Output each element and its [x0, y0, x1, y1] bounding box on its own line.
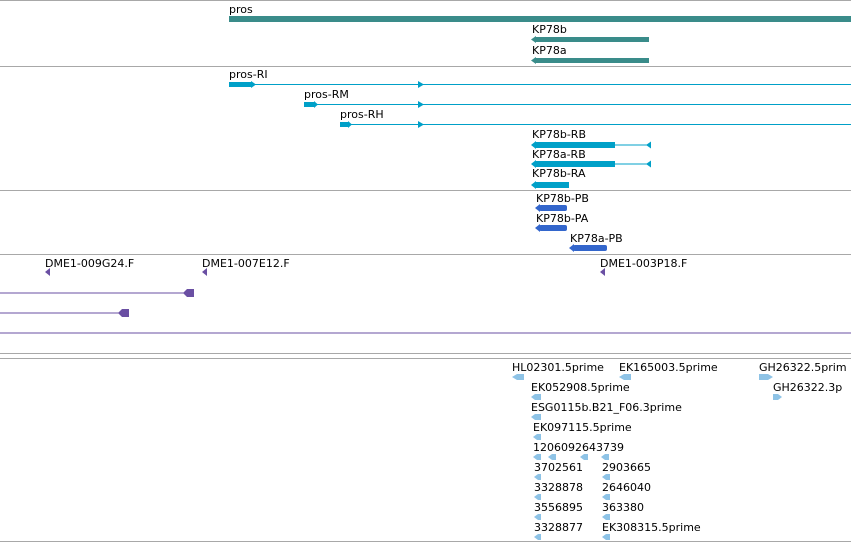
est-marker-e4[interactable]: [531, 394, 541, 400]
gene-label-kp78b: KP78b: [532, 23, 567, 36]
transcript-label-pros-ri: pros-RI: [229, 68, 268, 81]
transcript-label-pros-rm: pros-RM: [304, 88, 349, 101]
gene-kp78a-glyph[interactable]: [531, 57, 649, 64]
transcript-kp78b-ra-glyph[interactable]: [531, 181, 569, 189]
est-label-e15: 3328877: [534, 521, 583, 534]
track-separator: [0, 353, 851, 354]
clone-marker-1[interactable]: [45, 268, 50, 276]
protein-label-kp78b-pb: KP78b-PB: [536, 192, 589, 205]
clone-span-1[interactable]: [0, 289, 194, 297]
transcript-kp78b-rb-glyph[interactable]: [531, 141, 651, 149]
est-marker-e8d[interactable]: [601, 454, 609, 460]
clone-marker-3[interactable]: [600, 268, 605, 276]
track-separator: [0, 254, 851, 255]
est-label-e4: EK052908.5prime: [531, 381, 630, 394]
est-marker-e10[interactable]: [602, 474, 610, 480]
clone-label-3: DME1-003P18.F: [600, 257, 688, 270]
gene-label-pros: pros: [229, 3, 253, 16]
gene-kp78b-glyph[interactable]: [531, 36, 649, 43]
est-label-e16: EK308315.5prime: [602, 521, 701, 534]
protein-kp78b-pa-glyph[interactable]: [535, 224, 567, 232]
transcript-pros-rm-glyph[interactable]: [304, 101, 851, 108]
est-label-e7: EK097115.5prime: [533, 421, 632, 434]
est-marker-e8b[interactable]: [548, 454, 556, 460]
est-label-e14: 363380: [602, 501, 644, 514]
clone-span-2[interactable]: [0, 309, 129, 317]
est-marker-e11[interactable]: [534, 494, 541, 500]
est-label-e3: GH26322.5prim: [759, 361, 847, 374]
est-label-e9: 3702561: [534, 461, 583, 474]
protein-kp78b-pb-glyph[interactable]: [535, 204, 567, 212]
track-separator: [0, 358, 851, 359]
est-label-e11: 3328878: [534, 481, 583, 494]
est-marker-e8a[interactable]: [533, 454, 541, 460]
est-marker-e14[interactable]: [602, 514, 610, 520]
est-marker-e8c[interactable]: [580, 454, 588, 460]
clone-label-2: DME1-007E12.F: [202, 257, 290, 270]
protein-label-kp78b-pa: KP78b-PA: [536, 212, 589, 225]
est-marker-e6[interactable]: [531, 414, 541, 420]
est-label-e5: GH26322.3p: [773, 381, 843, 394]
gene-pros-glyph[interactable]: [229, 16, 851, 22]
est-label-e2: EK165003.5prime: [619, 361, 718, 374]
transcript-pros-ri-glyph[interactable]: [229, 81, 851, 88]
est-marker-e9[interactable]: [534, 474, 541, 480]
transcript-label-kp78a-rb: KP78a-RB: [532, 148, 586, 161]
gene-label-kp78a: KP78a: [532, 44, 567, 57]
protein-label-kp78a-pb: KP78a-PB: [570, 232, 623, 245]
transcript-label-kp78b-ra: KP78b-RA: [532, 167, 586, 180]
track-separator: [0, 190, 851, 191]
est-label-e10: 2903665: [602, 461, 651, 474]
protein-kp78a-pb-glyph[interactable]: [569, 244, 607, 252]
est-label-e13: 3556895: [534, 501, 583, 514]
est-label-e12: 2646040: [602, 481, 651, 494]
clone-label-1: DME1-009G24.F: [45, 257, 135, 270]
est-marker-e5[interactable]: [773, 394, 782, 400]
est-marker-e7[interactable]: [533, 434, 541, 440]
transcript-pros-rh-glyph[interactable]: [340, 121, 851, 128]
est-label-e6: ESG0115b.B21_F06.3prime: [531, 401, 682, 414]
est-marker-e2[interactable]: [619, 374, 631, 380]
est-marker-e12[interactable]: [602, 494, 610, 500]
est-marker-e15[interactable]: [534, 534, 541, 540]
transcript-label-pros-rh: pros-RH: [340, 108, 384, 121]
track-separator: [0, 0, 851, 1]
est-label-e1: HL02301.5prime: [512, 361, 604, 374]
est-marker-e1[interactable]: [512, 374, 524, 380]
est-marker-e13[interactable]: [534, 514, 541, 520]
est-marker-e16[interactable]: [602, 534, 610, 540]
clone-marker-2[interactable]: [202, 268, 207, 276]
transcript-kp78a-rb-glyph[interactable]: [531, 160, 651, 168]
track-separator: [0, 66, 851, 67]
transcript-label-kp78b-rb: KP78b-RB: [532, 128, 586, 141]
est-label-e8: 1206092643739: [533, 441, 624, 454]
est-marker-e3[interactable]: [759, 374, 773, 380]
